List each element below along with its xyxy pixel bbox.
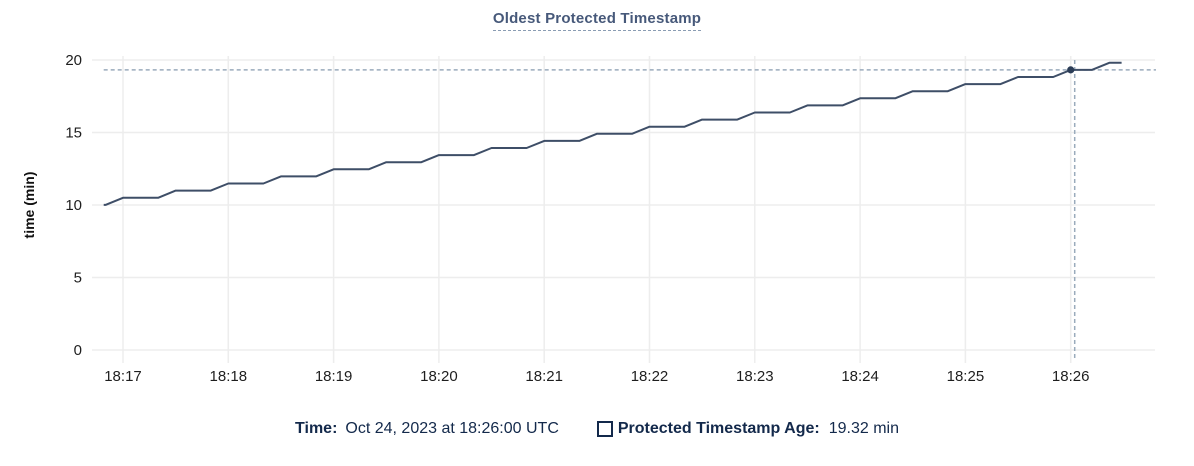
x-tick-label: 18:18 — [210, 368, 248, 385]
chart-title[interactable]: Oldest Protected Timestamp — [492, 10, 702, 31]
series-swatch-icon — [596, 421, 613, 437]
hover-time-value: Oct 24, 2023 at 18:26:00 UTC — [345, 420, 559, 437]
y-tick-label: 20 — [65, 52, 82, 69]
x-tick-label: 18:22 — [631, 368, 669, 385]
x-tick-label: 18:26 — [1052, 368, 1090, 385]
x-tick-label: 18:19 — [315, 368, 353, 385]
legend-series-entry: Protected Timestamp Age: 19.32 min — [596, 420, 899, 438]
x-tick-label: 18:20 — [420, 368, 458, 385]
y-tick-label: 0 — [74, 342, 82, 359]
series-value: 19.32 min — [828, 420, 899, 437]
hover-readout: Time: Oct 24, 2023 at 18:26:00 UTC Prote… — [0, 420, 1194, 438]
x-gridlines-and-labels: 18:17 18:18 18:19 18:20 18:21 18:22 18:23 18:24… — [104, 56, 1089, 385]
x-tick-label: 18:17 — [104, 368, 142, 385]
y-gridlines-and-labels: 0 5 10 15 20 — [65, 52, 1155, 359]
hover-time-label: Time: — [295, 420, 338, 437]
x-tick-label: 18:23 — [736, 368, 774, 385]
y-tick-label: 5 — [74, 270, 82, 287]
y-tick-label: 10 — [65, 197, 82, 214]
chart-title-row: Oldest Protected Timestamp — [0, 10, 1194, 31]
series-line — [103, 61, 1122, 206]
hover-dot — [1067, 66, 1075, 74]
y-axis-title: time (min) — [21, 172, 37, 239]
x-tick-label: 18:25 — [947, 368, 985, 385]
series-label: Protected Timestamp Age: — [617, 420, 820, 437]
y-tick-label: 15 — [65, 125, 82, 142]
x-tick-label: 18:24 — [841, 368, 879, 385]
x-tick-label: 18:21 — [525, 368, 563, 385]
